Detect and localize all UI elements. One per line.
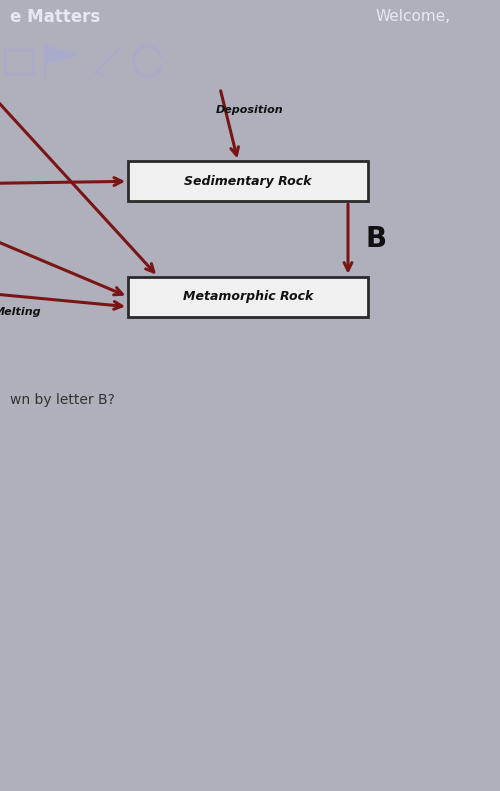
Text: Sedimentary Rock: Sedimentary Rock [184,175,312,187]
Text: wn by letter B?: wn by letter B? [10,393,115,407]
Text: B: B [366,225,386,253]
FancyBboxPatch shape [128,161,368,202]
Text: Metamorphic Rock: Metamorphic Rock [183,290,313,303]
Text: Welcome,: Welcome, [375,9,450,25]
Text: e Matters: e Matters [10,8,100,26]
Text: Melting: Melting [0,307,42,316]
FancyBboxPatch shape [128,277,368,316]
Text: Deposition: Deposition [216,105,284,115]
Bar [5,51,32,74]
Polygon shape [45,46,78,63]
